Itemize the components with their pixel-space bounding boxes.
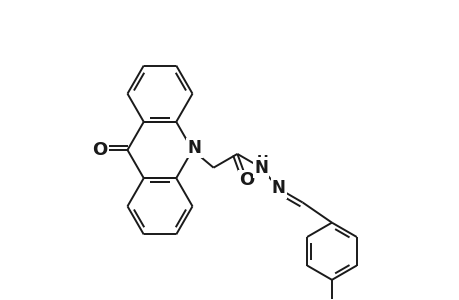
Text: H: H	[256, 154, 268, 168]
Text: N: N	[254, 159, 268, 177]
Text: N: N	[271, 179, 285, 197]
Text: N: N	[187, 139, 201, 157]
Text: O: O	[92, 141, 107, 159]
Text: O: O	[239, 171, 254, 189]
